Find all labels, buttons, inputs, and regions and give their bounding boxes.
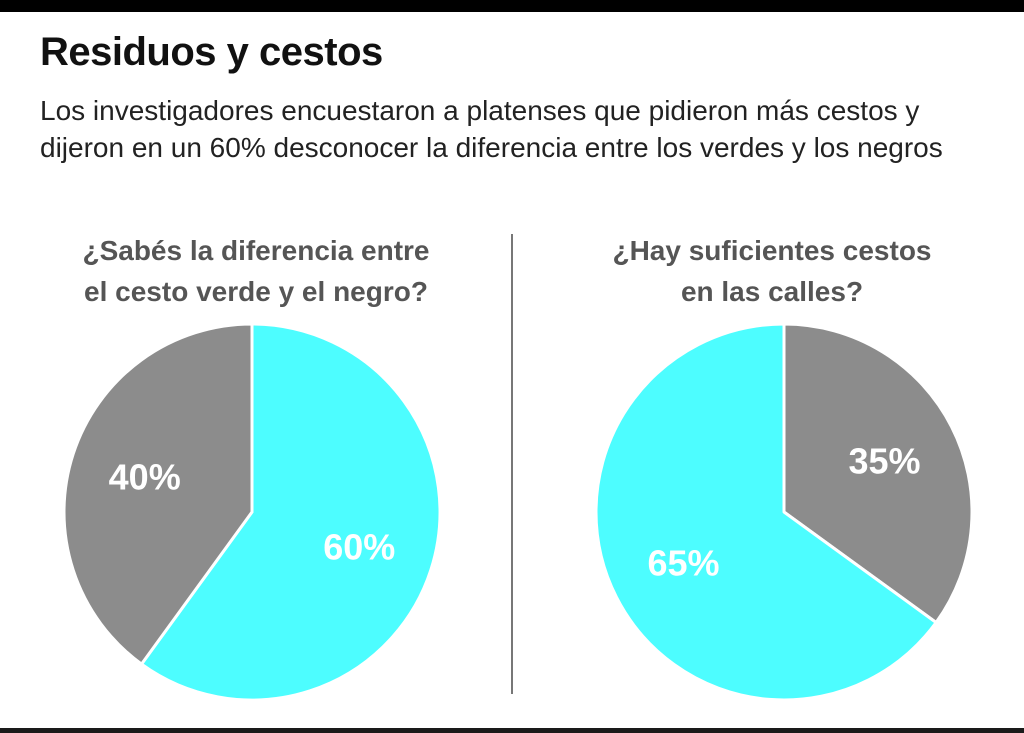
chart-right-title-line-2: en las calles? (680, 276, 864, 307)
chart-right-title-line-1: ¿Hay suficientes cestos (612, 235, 932, 266)
pie-right-slice-0 (782, 322, 974, 624)
chart-left-title-line-2: el cesto verde y el negro? (84, 276, 428, 307)
chart-right-title: ¿Hay suficientes cestos en las calles? (532, 230, 1012, 312)
chart-left-title-line-1: ¿Sabés la diferencia entre (82, 235, 430, 266)
pie-right-slice-0-label: 35% (848, 440, 920, 481)
pie-left-slice-0 (140, 322, 442, 702)
bottom-rule (0, 728, 1024, 733)
chart-left-title: ¿Sabés la diferencia entre el cesto verd… (16, 230, 496, 312)
pie-left-slice-0-label: 60% (323, 526, 395, 567)
pie-chart-left: 60% 40% (62, 322, 442, 702)
top-bar (0, 0, 1024, 12)
pie-chart-right: 35% 65% (594, 322, 974, 702)
pie-left-slice-1-label: 40% (109, 457, 181, 498)
pie-right-slice-1 (594, 322, 938, 702)
page-subtitle: Los investigadores encuestaron a platens… (40, 95, 943, 163)
charts-divider (511, 234, 513, 694)
pie-left-slice-1 (62, 322, 254, 666)
pie-right-slice-1-label: 65% (647, 543, 719, 584)
page-title: Residuos y cestos (40, 30, 383, 74)
